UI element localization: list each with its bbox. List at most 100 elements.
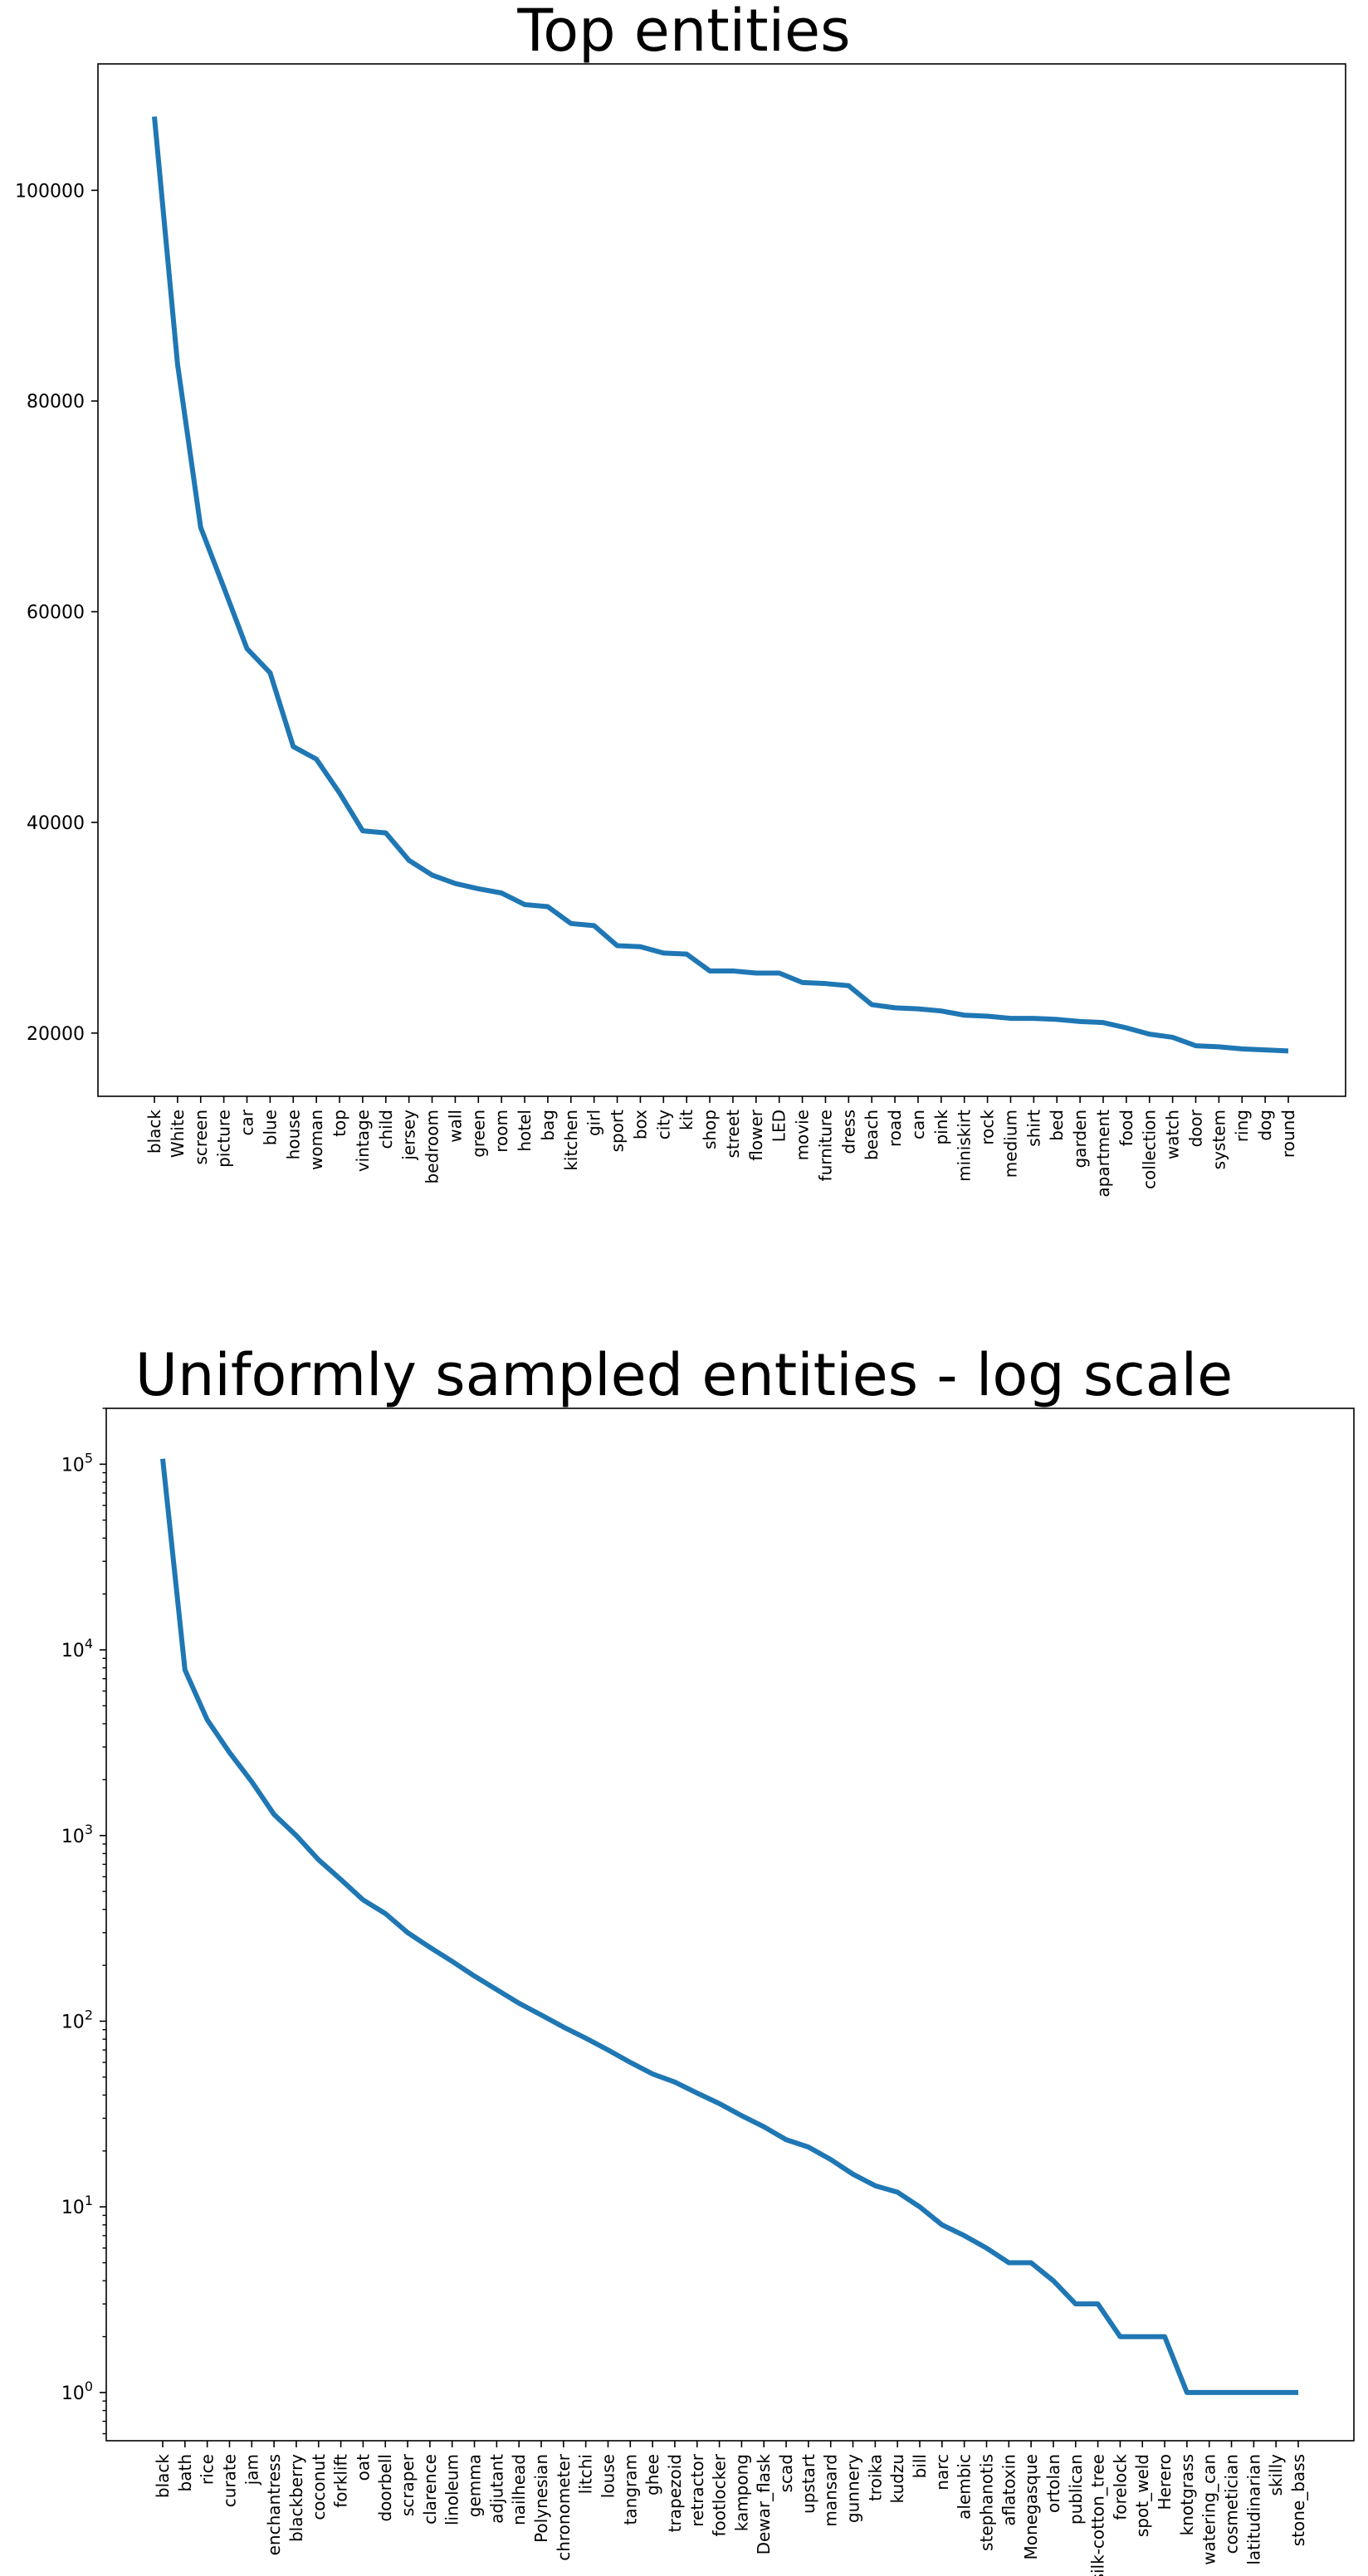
data-point [616,944,619,947]
x-tick-label: watch [1163,1110,1183,1159]
data-point [1007,2261,1010,2265]
data-point [873,2184,877,2188]
data-point [199,526,203,529]
x-tick-label: woman [306,1110,326,1170]
x-tick-label: upstart [799,2454,818,2514]
data-point [340,1878,343,1881]
data-point [315,758,318,761]
data-point [685,953,688,956]
data-point [896,2190,899,2193]
x-tick-label: garden [1070,1110,1090,1168]
x-tick-label: alembic [955,2454,975,2520]
x-tick-label: bath [175,2454,195,2491]
series-line [160,1458,1298,2395]
x-tick-label: furniture [815,1110,835,1181]
data-point [408,859,411,862]
data-point [1074,2302,1077,2305]
x-tick-label: oat [353,2454,373,2481]
data-point [453,882,457,886]
y-tick-label: 104 [61,1636,93,1661]
x-tick-label: forklift [331,2454,351,2508]
x-tick-label: linoleum [442,2454,462,2525]
x-tick-label: Polynesian [531,2454,551,2543]
data-point [918,2205,921,2208]
x-tick-label: car [237,1109,257,1135]
data-point [428,1945,432,1949]
data-point [916,1007,920,1011]
x-tick-label: kit [677,1110,696,1130]
data-point [1252,2391,1255,2394]
x-tick-label: hotel [515,1110,535,1152]
x-tick-label: forelock [1110,2454,1130,2520]
data-point [246,647,249,651]
x-tick-label: collection [1140,1110,1160,1189]
data-point [584,2037,588,2040]
x-tick-label: knotgrass [1177,2454,1197,2535]
data-point [295,1834,298,1837]
data-point [1240,1047,1243,1051]
data-point [1148,1032,1151,1036]
data-point [1125,1026,1128,1029]
x-tick-label: picture [214,1110,234,1168]
data-point [540,2013,543,2017]
data-point [1217,1045,1220,1048]
chart-title: Uniformly sampled entities - log scale [134,1341,1234,1409]
x-tick-label: footlocker [710,2453,730,2536]
data-point [778,971,781,974]
x-tick-label: girl [584,1110,604,1136]
data-point [1009,1017,1012,1020]
top-entities-chart: Top entities 20000 40000 60000 80000 100000 b… [15,0,1346,1198]
y-tick-label: 20000 [27,1024,85,1045]
data-point [562,2026,565,2029]
x-tick-label: food [1116,1110,1136,1146]
data-point [250,1780,253,1783]
data-point [317,1858,320,1861]
x-tick-label: miniskirt [955,1110,975,1182]
data-point [176,363,179,366]
chart-title: Top entities [517,0,851,65]
data-point [662,951,665,954]
x-tick-label: Dewar_flask [754,2454,774,2555]
x-tick-label: kampong [731,2454,751,2531]
data-point [1274,2391,1278,2394]
x-tick-label: troika [865,2454,885,2501]
data-point [847,984,850,988]
x-tick-label: aflatoxin [999,2454,1019,2526]
x-tick-label: can [908,1110,928,1139]
data-point [500,891,503,895]
x-tick-label: clarence [420,2454,440,2525]
x-tick-label: rice [198,2454,217,2485]
data-point [718,2102,721,2105]
x-tick-label: room [491,1110,511,1153]
x-tick-label: kitchen [561,1110,581,1171]
x-tick-label: dog [1255,1110,1275,1141]
x-tick-label: trapezoid [665,2454,685,2532]
x-tick-label: Herero [1155,2454,1175,2510]
x-tick-label: enchantress [264,2454,284,2555]
x-tick-label: vintage [353,1110,373,1172]
data-point [801,981,804,984]
x-tick-label: flower [746,1109,766,1160]
data-point [755,971,758,974]
x-tick-label: stone_bass [1288,2454,1308,2546]
data-point [1118,2335,1121,2339]
x-tick-label: White [168,1110,188,1158]
data-point [1078,1020,1082,1023]
x-tick-label: skilly [1266,2454,1286,2496]
data-point [268,671,271,675]
x-tick-label: road [885,1110,905,1147]
x-tick-label: movie [793,1110,813,1160]
data-point [628,2061,632,2064]
x-tick-label: stephanotis [976,2454,996,2551]
y-tick-label: 101 [61,2193,93,2218]
data-point [762,2125,765,2129]
data-point [1263,1048,1267,1051]
data-point [606,2048,609,2052]
data-point [183,1668,187,1671]
data-point [495,1988,498,1991]
x-tick-label: round [1278,1110,1298,1158]
x-tick-label: coconut [309,2454,329,2520]
data-point [431,873,434,876]
data-point [784,2138,788,2141]
x-tick-label: box [630,1110,650,1139]
